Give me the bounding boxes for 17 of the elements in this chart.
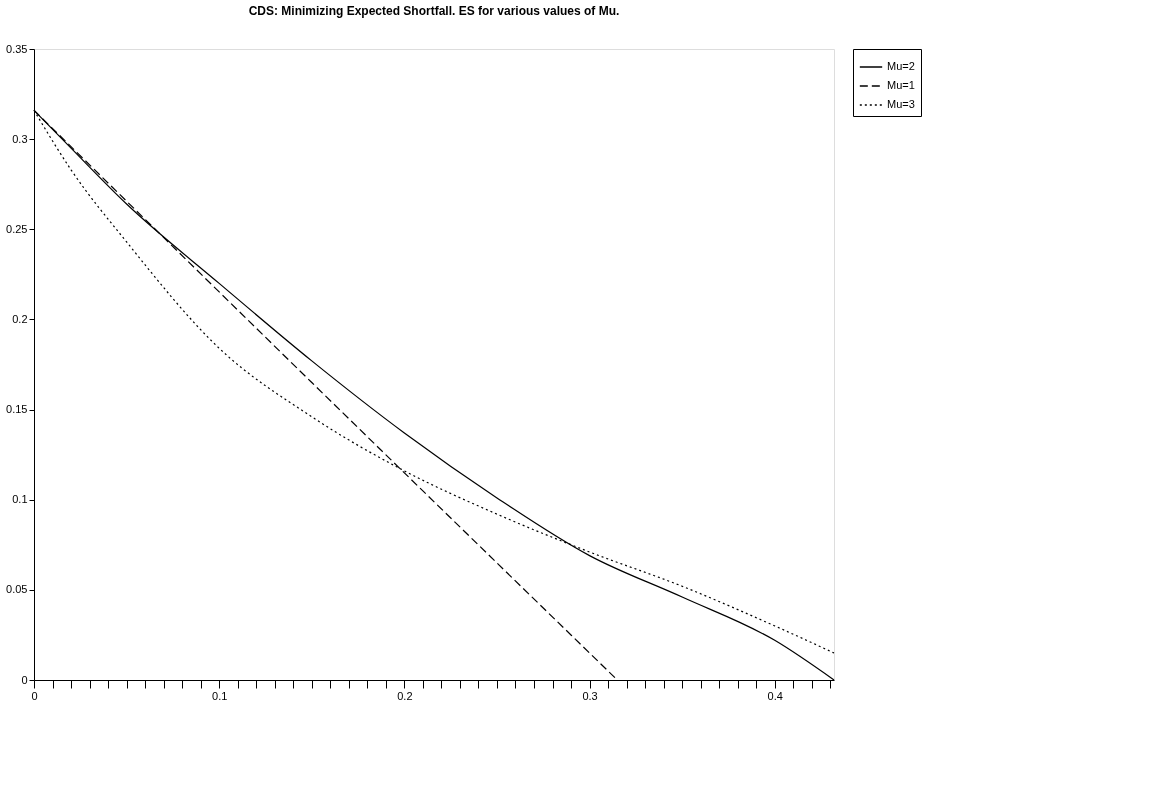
x-tick-label: 0.4 — [767, 689, 783, 702]
legend-label: Mu=1 — [887, 79, 915, 91]
x-tick-label: 0.3 — [582, 689, 598, 702]
chart-title: CDS: Minimizing Expected Shortfall. ES for various values of Mu. — [248, 4, 620, 18]
y-tick-label: 0.25 — [6, 222, 28, 235]
legend-label: Mu=2 — [887, 60, 915, 72]
legend-label: Mu=3 — [887, 98, 915, 110]
y-tick-label: 0.3 — [12, 132, 28, 145]
y-tick-label: 0.15 — [6, 403, 28, 416]
y-tick-label: 0.1 — [12, 493, 28, 506]
x-tick-label: 0.1 — [212, 689, 228, 702]
y-tick-label: 0.2 — [12, 312, 28, 325]
y-tick-label: 0.05 — [6, 583, 28, 596]
y-tick-label: 0.35 — [6, 42, 28, 55]
x-tick-label: 0.2 — [397, 689, 413, 702]
y-tick-label: 0 — [21, 673, 28, 686]
x-tick-label: 0 — [31, 689, 38, 702]
